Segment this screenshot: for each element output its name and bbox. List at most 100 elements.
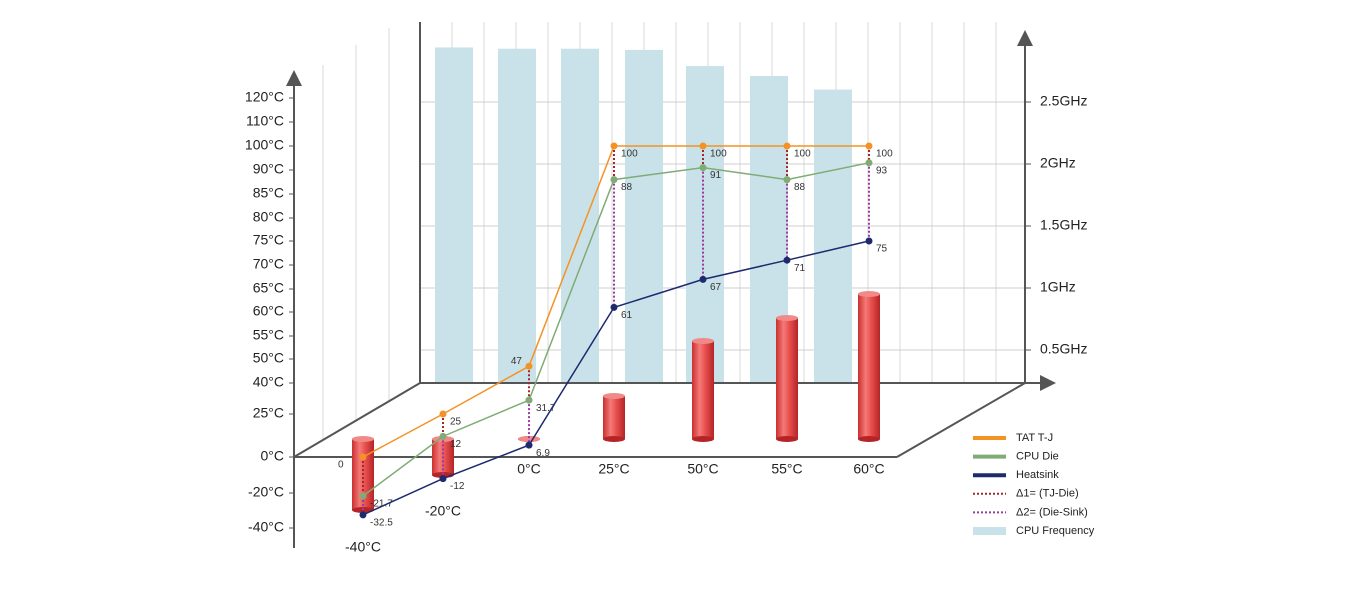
frequency-bar (561, 48, 599, 384)
data-point (359, 492, 367, 500)
data-label: 75 (876, 244, 888, 255)
frequency-bar (435, 47, 473, 383)
data-label: 100 (621, 149, 638, 160)
data-point (699, 142, 707, 150)
data-label: 67 (710, 282, 722, 293)
x-tick-label: -20°C (425, 503, 461, 519)
cylinder-top (692, 338, 714, 344)
x-tick-label: 25°C (598, 461, 629, 477)
y-tick-label: 90°C (253, 161, 284, 177)
data-point (865, 237, 873, 245)
y-tick-label: -40°C (248, 519, 284, 535)
y2-tick-label: 1GHz (1040, 279, 1076, 295)
cylinder-top (352, 436, 374, 442)
data-point (865, 159, 873, 167)
data-point (525, 441, 533, 449)
data-point (783, 256, 791, 264)
frequency-bar (686, 66, 724, 383)
cylinder-end (352, 507, 374, 513)
x-tick-label: 55°C (771, 461, 802, 477)
x-tick-label: -40°C (345, 539, 381, 555)
data-label: 61 (621, 310, 633, 321)
data-point (865, 142, 873, 150)
cylinder (776, 315, 798, 442)
frequency-bar (498, 48, 536, 384)
data-label: 6.9 (536, 448, 550, 459)
cylinder (858, 291, 880, 442)
frequency-bar (625, 49, 663, 384)
data-label: -12 (450, 481, 465, 492)
x-tick-label: 60°C (853, 461, 884, 477)
cylinder-end (776, 436, 798, 442)
data-label: -21.7 (370, 499, 393, 510)
data-point (525, 396, 533, 404)
y-tick-label: 110°C (246, 113, 284, 129)
data-point (783, 176, 791, 184)
data-label: 25 (450, 417, 462, 428)
data-point (610, 142, 618, 150)
data-point (610, 303, 618, 311)
cylinder-body (603, 396, 625, 439)
legend-swatch (973, 527, 1006, 535)
y-tick-label: 100°C (245, 137, 284, 153)
y-tick-label: 25°C (253, 405, 284, 421)
data-label: 93 (876, 165, 888, 176)
legend-label: Δ2= (Die-Sink) (1016, 506, 1088, 518)
cylinder (603, 393, 625, 442)
legend-label: Heatsink (1016, 469, 1059, 481)
floor-left (293, 382, 421, 458)
data-label: 100 (710, 149, 727, 160)
y2-tick-label: 0.5GHz (1040, 341, 1087, 357)
data-point (359, 453, 367, 461)
y2-tick-label: 2.5GHz (1040, 93, 1087, 109)
x-tick-label: 0°C (517, 461, 541, 477)
data-label: 71 (794, 263, 806, 274)
floor-right (896, 382, 1026, 458)
legend-label: CPU Frequency (1016, 525, 1095, 537)
cylinder-end (692, 436, 714, 442)
data-label: 100 (876, 149, 893, 160)
y-tick-label: 60°C (253, 303, 284, 319)
data-point (525, 362, 533, 370)
data-label: 0 (338, 460, 344, 471)
y-tick-label: 85°C (253, 185, 284, 201)
cylinder-top (858, 291, 880, 297)
data-point (783, 142, 791, 150)
cylinder (692, 338, 714, 442)
data-label: 47 (511, 356, 523, 367)
data-label: 88 (621, 182, 633, 193)
cylinder-top (776, 315, 798, 321)
y-tick-label: 50°C (253, 350, 284, 366)
legend-label: CPU Die (1016, 451, 1059, 463)
data-label: 91 (710, 170, 722, 181)
y2-tick-label: 2GHz (1040, 155, 1076, 171)
data-label: 12 (450, 439, 462, 450)
cylinder-end (858, 436, 880, 442)
y-tick-label: 75°C (253, 232, 284, 248)
frequency-bar (814, 89, 852, 383)
y-tick-label: 120°C (245, 89, 284, 105)
data-point (699, 275, 707, 283)
y-tick-label: 55°C (253, 327, 284, 343)
legend-label: Δ1= (TJ-Die) (1016, 488, 1079, 500)
x-tick-label: 50°C (687, 461, 718, 477)
cylinder-top (603, 393, 625, 399)
data-point (359, 511, 367, 519)
legend-label: TAT T-J (1016, 432, 1053, 444)
y-tick-label: 80°C (253, 209, 284, 225)
data-point (439, 410, 447, 418)
data-label: 31.7 (536, 403, 556, 414)
cylinder-body (776, 318, 798, 439)
data-label: 100 (794, 149, 811, 160)
cylinder-end (603, 436, 625, 442)
data-label: -32.5 (370, 518, 393, 529)
data-point (439, 432, 447, 440)
y2-tick-label: 1.5GHz (1040, 217, 1087, 233)
cylinder-body (692, 341, 714, 439)
data-point (699, 164, 707, 172)
data-label: 88 (794, 182, 806, 193)
y-tick-label: -20°C (248, 484, 284, 500)
data-point (439, 475, 447, 483)
y-tick-label: 70°C (253, 256, 284, 272)
